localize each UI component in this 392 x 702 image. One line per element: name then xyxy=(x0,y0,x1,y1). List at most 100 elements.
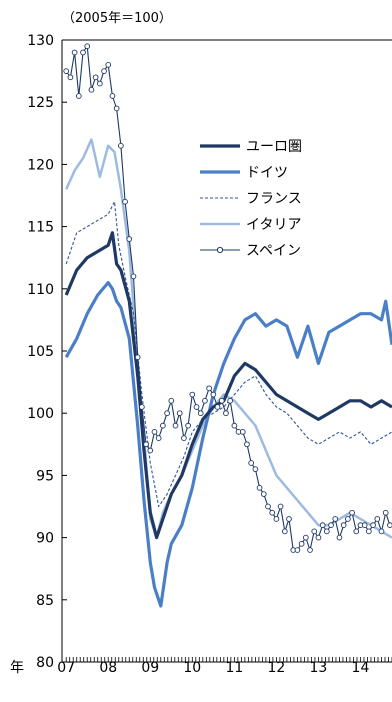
series-point xyxy=(67,74,74,81)
series-point xyxy=(88,86,95,93)
series-point xyxy=(139,404,145,410)
series-point xyxy=(345,516,351,522)
series-point xyxy=(252,466,259,473)
series-point xyxy=(206,385,212,392)
y-axis: 130 125 120 115 110 105 100 95 90 85 80 xyxy=(27,33,67,671)
series-point xyxy=(227,397,234,404)
series-point xyxy=(307,547,313,553)
series-line xyxy=(64,231,392,540)
x-tick-label: 13 xyxy=(310,660,328,676)
series-group xyxy=(63,43,392,608)
x-tick-label: 08 xyxy=(99,660,117,676)
series-point xyxy=(281,528,288,535)
legend-label: スペイン xyxy=(246,243,301,259)
series-line xyxy=(65,45,391,551)
legend-label: フランス xyxy=(246,191,302,207)
series-point xyxy=(319,522,326,529)
series-point xyxy=(71,49,78,56)
series-point xyxy=(315,534,322,541)
series-point xyxy=(378,528,385,535)
series-point xyxy=(105,62,112,68)
series-point xyxy=(273,516,280,522)
series-point xyxy=(277,503,284,510)
series-point xyxy=(63,68,70,74)
y-tick-label: 125 xyxy=(27,95,54,111)
series-point xyxy=(323,528,330,535)
series-point xyxy=(75,93,82,99)
plot-area xyxy=(61,39,392,663)
series-point xyxy=(151,429,158,435)
series-point xyxy=(92,74,99,81)
series-point xyxy=(96,80,103,87)
series-point xyxy=(340,522,347,529)
series-point xyxy=(168,397,175,404)
x-tick-label: 10 xyxy=(183,660,201,676)
y-tick-label: 120 xyxy=(27,157,54,173)
y-tick-label: 115 xyxy=(27,220,54,236)
x-tick-label: 11 xyxy=(225,660,243,676)
series-point xyxy=(185,422,191,429)
series-point xyxy=(223,410,229,417)
series-point xyxy=(126,236,133,242)
series-point xyxy=(269,509,276,516)
series-point xyxy=(382,509,389,516)
series-point xyxy=(218,397,225,404)
x-axis: 07 08 09 10 11 12 13 14 xyxy=(57,660,369,676)
series-point xyxy=(387,522,392,529)
series-point xyxy=(147,447,154,454)
series-point xyxy=(349,509,355,516)
series-point xyxy=(302,534,309,541)
series-line xyxy=(64,281,392,608)
series-point xyxy=(197,410,204,417)
y-tick-label: 130 xyxy=(27,33,54,49)
series-point xyxy=(353,528,360,535)
series-point xyxy=(214,404,221,410)
series-point xyxy=(231,422,238,429)
series-point xyxy=(202,397,208,404)
series-point xyxy=(260,491,267,497)
series-point xyxy=(336,534,343,541)
y-tick-label: 105 xyxy=(27,344,54,360)
series-point xyxy=(294,547,301,553)
series-point xyxy=(155,435,162,441)
series-point xyxy=(118,142,124,149)
series-point xyxy=(239,429,246,435)
legend-label: ドイツ xyxy=(246,165,288,181)
series-point xyxy=(286,516,292,522)
series-point xyxy=(84,43,91,50)
series-line xyxy=(65,138,392,539)
series-point xyxy=(361,522,368,529)
legend-marker xyxy=(216,246,224,254)
y-tick-label: 80 xyxy=(36,655,54,671)
series-point xyxy=(366,528,372,535)
x-tick-label: 14 xyxy=(352,660,370,676)
series-point xyxy=(130,273,137,280)
series-point xyxy=(80,49,86,56)
series-point xyxy=(181,435,187,441)
series-point xyxy=(113,105,120,112)
series-point xyxy=(210,391,217,398)
series-point xyxy=(122,198,128,205)
series-point xyxy=(265,503,271,510)
y-tick-label: 90 xyxy=(36,531,54,547)
legend-label: イタリア xyxy=(246,217,301,233)
series-point xyxy=(332,516,339,522)
y-tick-label: 100 xyxy=(27,406,54,422)
x-tick-label: 07 xyxy=(57,660,75,676)
series-point xyxy=(374,516,381,522)
series-point xyxy=(193,404,200,410)
series-point xyxy=(160,422,166,429)
y-tick-label: 85 xyxy=(36,593,54,609)
series-point xyxy=(370,522,376,529)
series-point xyxy=(134,354,141,361)
x-tick-label: 09 xyxy=(141,660,159,676)
series-point xyxy=(248,460,255,466)
series-point xyxy=(328,522,334,529)
x-tick-label: 12 xyxy=(267,660,285,676)
series-point xyxy=(189,391,196,398)
y-tick-label: 110 xyxy=(27,282,54,298)
x-axis-label: 年 xyxy=(10,660,24,676)
series-point xyxy=(298,540,305,547)
